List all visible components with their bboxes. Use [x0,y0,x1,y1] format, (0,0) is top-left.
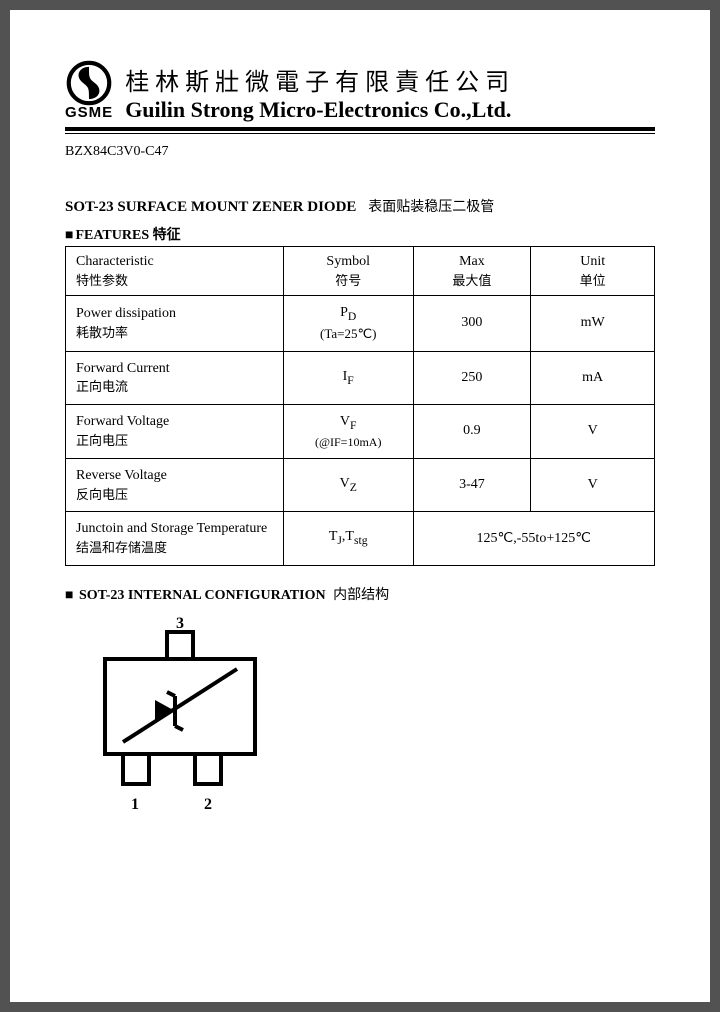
header-char-en: Characteristic [76,254,154,269]
product-title: SOT-23 SURFACE MOUNT ZENER DIODE 表面贴装稳压二… [65,196,655,216]
company-names: 桂林斯壯微電子有限責任公司 Guilin Strong Micro-Electr… [125,60,655,123]
pin3-label: 3 [176,615,184,632]
features-heading: FEATURES 特征 [65,224,655,244]
part-number: BZX84C3V0-C47 [65,144,655,160]
table-row: Reverse Voltage反向电压 VZ 3-47 V [66,458,655,511]
product-title-en: SOT-23 SURFACE MOUNT ZENER DIODE [65,199,356,215]
table-row: Junctoin and Storage Temperature结温和存储温度 … [66,512,655,565]
company-name-chinese: 桂林斯壯微電子有限責任公司 [125,62,655,97]
company-logo-icon [66,60,112,106]
sot23-diagram: 3 1 2 [85,614,655,829]
table-row: Forward Current正向电流 IF 250 mA [66,351,655,404]
header-max-en: Max [459,254,485,269]
header-symbol-en: Symbol [326,254,370,269]
datasheet-page: GSME 桂林斯壯微電子有限責任公司 Guilin Strong Micro-E… [10,10,710,1002]
header-symbol-cn: 符号 [294,272,403,290]
table-row: Forward Voltage正向电压 VF(@IF=10mA) 0.9 V [66,404,655,458]
pin1-label: 1 [131,796,139,813]
table-header-row: Characteristic 特性参数 Symbol 符号 Max 最大值 Un… [66,247,655,296]
header-rule-thin [65,133,655,134]
company-header: GSME 桂林斯壯微電子有限責任公司 Guilin Strong Micro-E… [65,60,655,123]
header-char-cn: 特性参数 [76,272,273,290]
config-heading: SOT-23 INTERNAL CONFIGURATION 内部结构 [65,584,655,604]
features-table: Characteristic 特性参数 Symbol 符号 Max 最大值 Un… [65,246,655,566]
header-rule-thick [65,127,655,131]
config-heading-cn: 内部结构 [333,588,389,603]
table-row: Power dissipation耗散功率 PD(Ta=25℃) 300 mW [66,296,655,351]
config-heading-en: SOT-23 INTERNAL CONFIGURATION [79,588,326,603]
package-diagram-icon: 3 1 2 [85,614,285,824]
header-unit-en: Unit [580,254,605,269]
header-max-cn: 最大值 [424,272,521,290]
pin2-label: 2 [204,796,212,813]
logo-block: GSME [65,60,113,121]
logo-text: GSME [65,104,113,121]
header-unit-cn: 单位 [541,272,644,290]
company-name-english: Guilin Strong Micro-Electronics Co.,Ltd. [125,97,655,123]
product-title-cn: 表面贴装稳压二极管 [368,200,494,215]
